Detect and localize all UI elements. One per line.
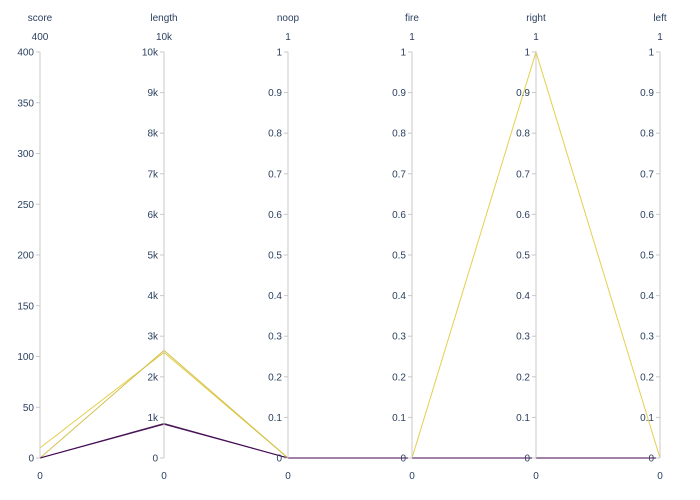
- tick-label: 0.5: [392, 251, 406, 262]
- tick-label: 0.6: [268, 210, 282, 221]
- tick-label: 1: [276, 48, 282, 59]
- axis-title[interactable]: noop: [277, 13, 300, 24]
- axis-title[interactable]: left: [653, 13, 667, 24]
- tick-label: 0.2: [392, 372, 406, 383]
- tick-label: 0.8: [516, 129, 530, 140]
- tick-label: 0.6: [392, 210, 406, 221]
- tick-label: 0.2: [640, 372, 654, 383]
- axis-range-max-label: 1: [409, 32, 415, 43]
- tick-label: 0.8: [392, 129, 406, 140]
- axis-range-min-label: 0: [285, 471, 291, 482]
- tick-label: 10k: [142, 48, 159, 59]
- series-line-2: [39, 422, 660, 459]
- tick-label: 0: [152, 454, 158, 465]
- tick-label: 250: [17, 200, 34, 211]
- tick-label: 2k: [147, 372, 159, 383]
- tick-label: 3k: [147, 332, 159, 343]
- tick-label: 5k: [147, 251, 159, 262]
- tick-label: 0.7: [268, 169, 282, 180]
- series-line-3: [39, 423, 660, 459]
- tick-label: 0.2: [516, 372, 530, 383]
- tick-label: 0.7: [640, 169, 654, 180]
- axis-length: length 10k 00 1k 2k 3k 4k 5k 6k 7k 8k 9k 10k: [142, 13, 178, 482]
- tick-label: 0.9: [392, 88, 406, 99]
- axis-range-min-label: 0: [161, 471, 167, 482]
- tick-label: 1: [400, 48, 406, 59]
- tick-label: 0.6: [640, 210, 654, 221]
- axis-right: right 1 00 0.1 0.2 0.3 0.4 0.5 0.6 0.7 0.8 0.9 1: [516, 13, 546, 482]
- tick-label: 0.1: [392, 413, 406, 424]
- tick-label: 350: [17, 98, 34, 109]
- tick-label: 4k: [147, 291, 159, 302]
- axis-title[interactable]: fire: [405, 13, 419, 24]
- tick-label: 0: [276, 454, 282, 465]
- tick-label: 0.8: [268, 129, 282, 140]
- axis-fire: fire 1 00 0.1 0.2 0.3 0.4 0.5 0.6 0.7 0.8 0.9 1: [392, 13, 419, 482]
- tick-label: 0.5: [640, 251, 654, 262]
- tick-label: 0.1: [640, 413, 654, 424]
- axis-range-min-label: 0: [533, 471, 539, 482]
- tick-label: 1: [524, 48, 530, 59]
- tick-label: 0.4: [640, 291, 654, 302]
- axis-range-max-label: 400: [32, 32, 49, 43]
- tick-label: 0.4: [516, 291, 530, 302]
- tick-label: 0.4: [268, 291, 282, 302]
- tick-label: 0.3: [640, 332, 654, 343]
- tick-label: 0.4: [392, 291, 406, 302]
- axis-range-min-label: 0: [37, 471, 43, 482]
- tick-label: 0.2: [268, 372, 282, 383]
- tick-label: 9k: [147, 88, 159, 99]
- tick-label: 7k: [147, 169, 159, 180]
- axis-range-max-label: 1: [657, 32, 663, 43]
- tick-label: 0.3: [516, 332, 530, 343]
- tick-label: 0.9: [268, 88, 282, 99]
- axis-range-max-label: 1: [285, 32, 291, 43]
- axis-range-min-label: 0: [409, 471, 415, 482]
- tick-label: 0.7: [516, 169, 530, 180]
- axis-score: score 400 00 50 100 150 200 250 300 350 400: [17, 13, 52, 482]
- tick-label: 0.8: [640, 129, 654, 140]
- axis-title[interactable]: right: [526, 13, 546, 24]
- axis-range-min-label: 0: [657, 471, 663, 482]
- tick-label: 0.6: [516, 210, 530, 221]
- tick-label: 0: [400, 454, 406, 465]
- tick-label: 400: [17, 48, 34, 59]
- axes: score4000050100150200250300350400length1…: [17, 13, 667, 482]
- axis-range-max-label: 1: [533, 32, 539, 43]
- tick-label: 0: [648, 454, 654, 465]
- tick-label: 0.1: [516, 413, 530, 424]
- tick-label: 0.9: [640, 88, 654, 99]
- tick-label: 8k: [147, 129, 159, 140]
- axis-title[interactable]: length: [150, 13, 177, 24]
- tick-label: 0.1: [268, 413, 282, 424]
- data-lines: [39, 50, 661, 459]
- tick-label: 6k: [147, 210, 159, 221]
- tick-label: 150: [17, 301, 34, 312]
- tick-label: 0.3: [392, 332, 406, 343]
- tick-label: 0.3: [268, 332, 282, 343]
- tick-label: 0.5: [268, 251, 282, 262]
- tick-label: 0: [524, 454, 530, 465]
- axis-title[interactable]: score: [28, 13, 53, 24]
- series-line-1: [39, 349, 660, 459]
- tick-label: 1: [648, 48, 654, 59]
- tick-label: 200: [17, 251, 34, 262]
- tick-label: 1k: [147, 413, 159, 424]
- tick-label: 300: [17, 149, 34, 160]
- series-line-0: [39, 50, 661, 459]
- tick-label: 0: [28, 454, 34, 465]
- tick-label: 0.9: [516, 88, 530, 99]
- tick-label: 0.7: [392, 169, 406, 180]
- axis-noop: noop 1 00 0.1 0.2 0.3 0.4 0.5 0.6 0.7 0.8 0.9 1: [268, 13, 299, 482]
- axis-left: left 1 00 0.1 0.2 0.3 0.4 0.5 0.6 0.7 0.8 0.9 1: [640, 13, 667, 482]
- tick-label: 50: [23, 403, 35, 414]
- axis-range-max-label: 10k: [156, 32, 173, 43]
- tick-label: 100: [17, 352, 34, 363]
- tick-label: 0.5: [516, 251, 530, 262]
